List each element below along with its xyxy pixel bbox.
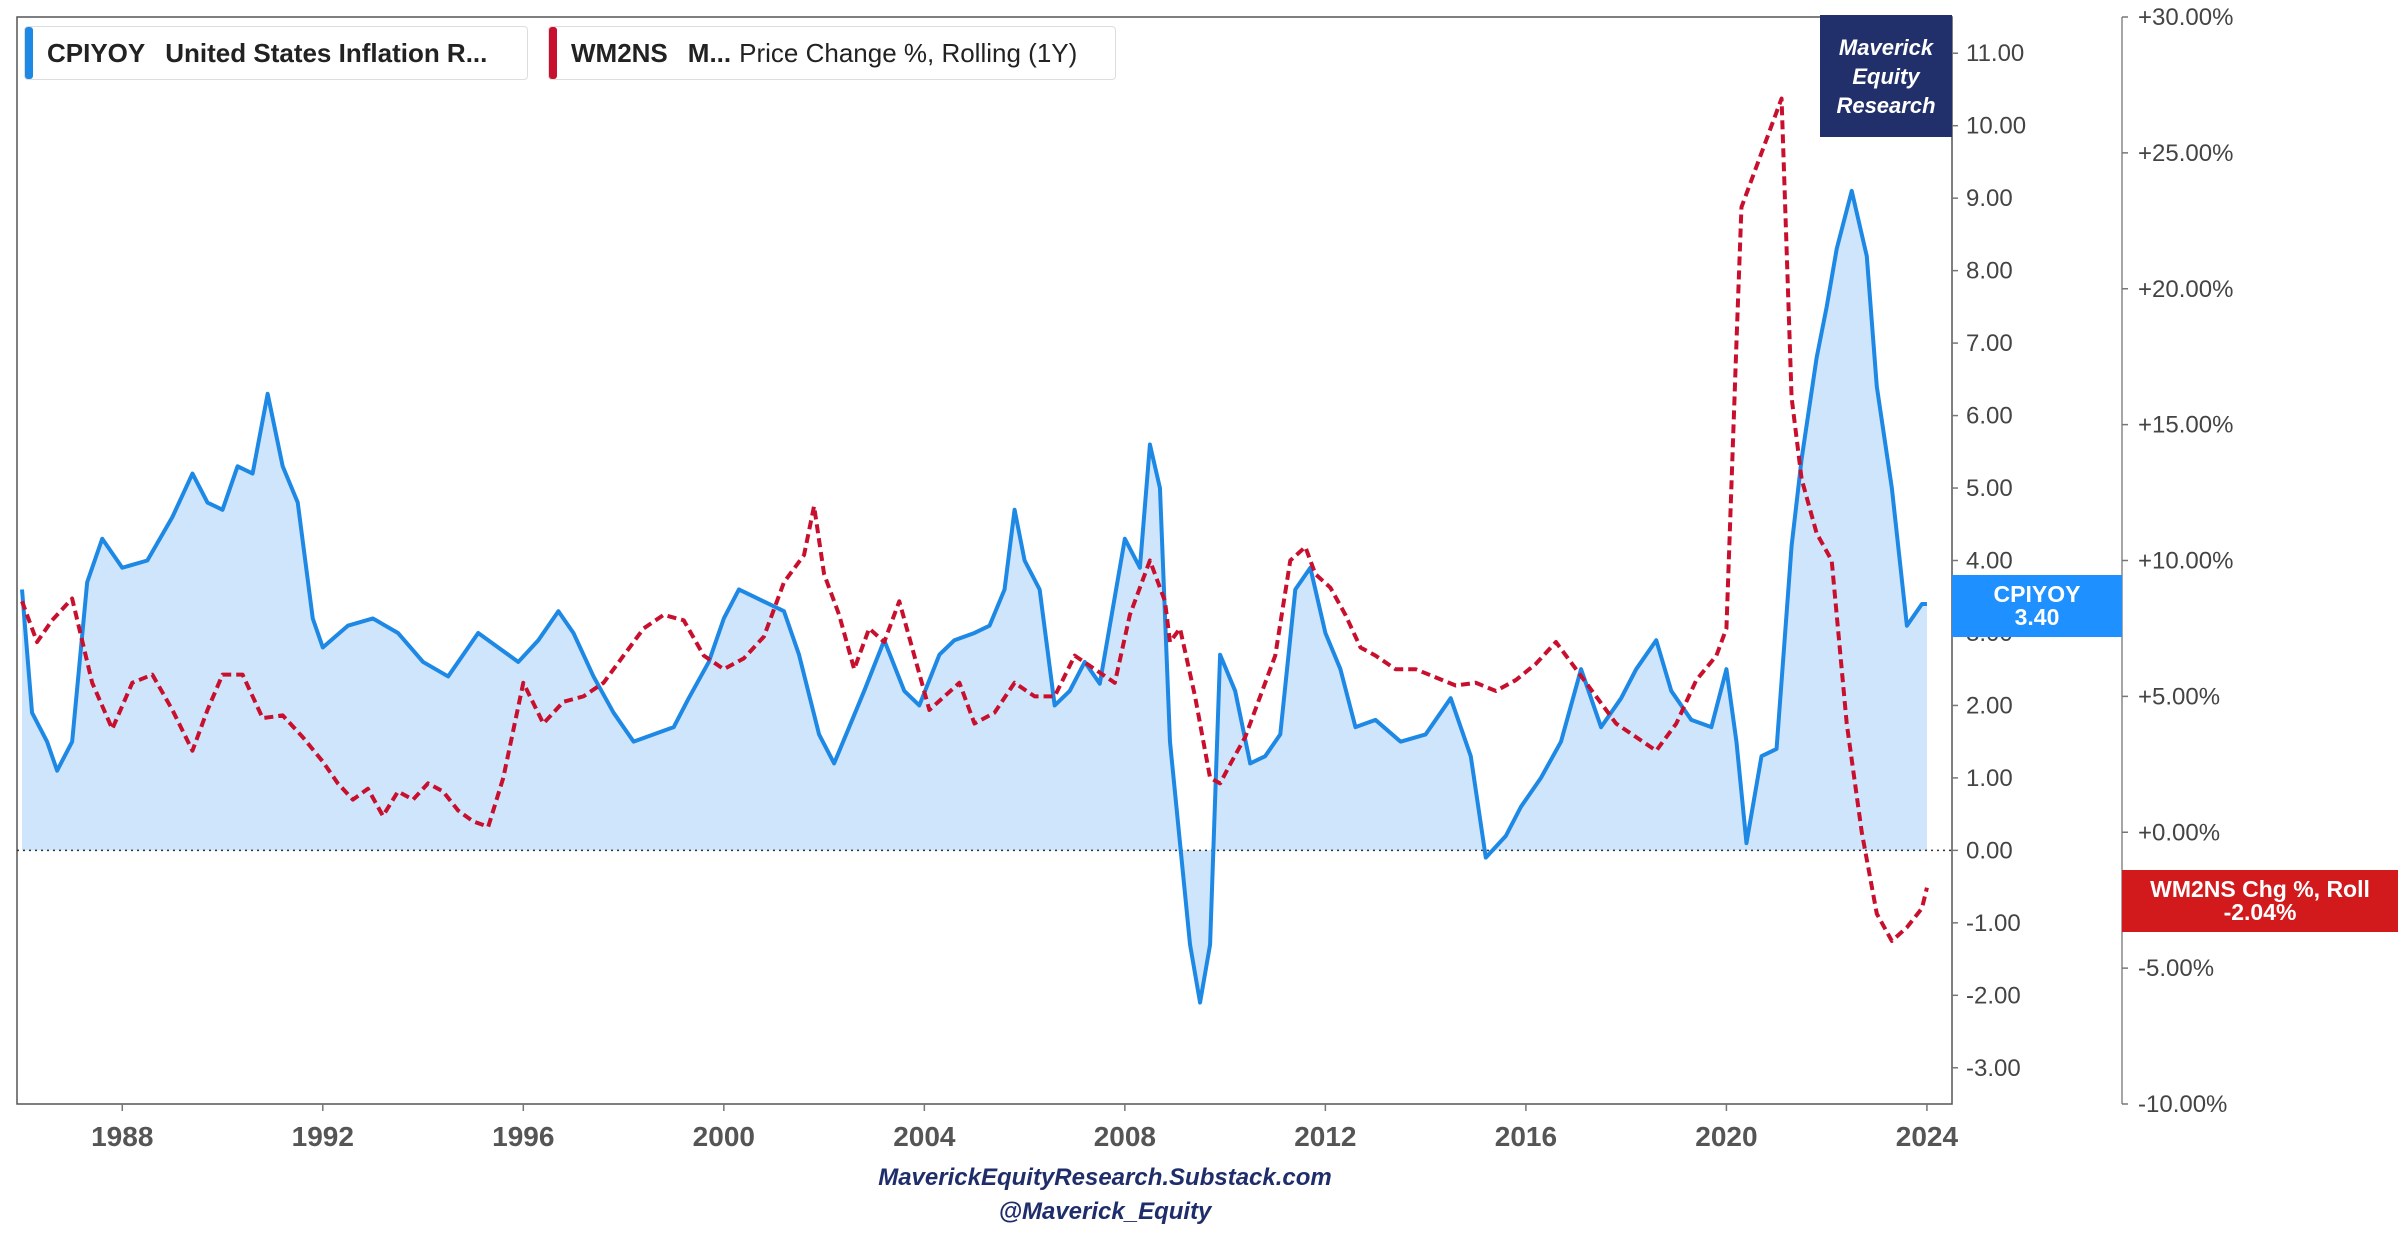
legend-color-bar: [25, 27, 33, 79]
legend-description: Price Change %, Rolling (1Y): [739, 37, 1078, 68]
legend-item-cpiyoy[interactable]: CPIYOY United States Inflation R...: [24, 26, 528, 80]
y-right-tick-label: +15.00%: [2138, 412, 2233, 439]
tag-value: -2.04%: [2223, 899, 2297, 925]
last-value-tag-cpiyoy: CPIYOY 3.40: [1952, 575, 2122, 637]
legend-color-bar: [549, 27, 557, 79]
last-value-tag-wm2ns: WM2NS Chg %, Roll -2.04%: [2122, 870, 2398, 932]
x-tick-label: 1996: [492, 1121, 554, 1152]
y-left-tick-label: -3.00: [1966, 1055, 2021, 1082]
y-left-tick-label: 9.00: [1966, 185, 2013, 212]
y-left-tick-label: 0.00: [1966, 837, 2013, 864]
footer-url[interactable]: MaverickEquityResearch.Substack.com: [878, 1164, 1332, 1191]
x-tick-label: 1988: [91, 1121, 153, 1152]
y-right-tick-label: +5.00%: [2138, 683, 2220, 710]
legend-ticker: WM2NS: [571, 37, 668, 68]
brand-line: Maverick: [1838, 34, 1934, 60]
y-left-tick-label: 11.00: [1966, 40, 2024, 67]
y-right-tick-label: +30.00%: [2138, 4, 2233, 31]
x-tick-label: 2020: [1695, 1121, 1757, 1152]
x-tick-label: 2000: [693, 1121, 755, 1152]
x-tick-label: 2008: [1094, 1121, 1156, 1152]
plot-frame: [16, 16, 1953, 1105]
tag-value: 3.40: [2014, 604, 2060, 630]
footer-handle[interactable]: @Maverick_Equity: [998, 1198, 1212, 1225]
x-tick-label: 2024: [1896, 1121, 1959, 1152]
y-right-tick-label: +20.00%: [2138, 276, 2233, 303]
brand-line: Equity: [1852, 63, 1920, 89]
wm2ns-line: [20, 96, 1929, 943]
brand-logo: Maverick Equity Research: [1820, 15, 1952, 137]
x-tick-label: 2012: [1294, 1121, 1356, 1152]
legend-name: M...: [687, 37, 732, 68]
y-left-tick-label: 2.00: [1966, 692, 2013, 719]
y-right-tick-label: +0.00%: [2138, 819, 2220, 846]
x-tick-label: 2016: [1495, 1121, 1557, 1152]
y-left-tick-label: 4.00: [1966, 548, 2013, 575]
y-left-tick-label: 7.00: [1966, 330, 2013, 357]
y-left-tick-label: -2.00: [1966, 982, 2021, 1009]
y-left-tick-label: 1.00: [1966, 765, 2013, 792]
legend-item-wm2ns[interactable]: WM2NS M... Price Change %, Rolling (1Y): [548, 26, 1116, 80]
y-left-tick-label: -1.00: [1966, 910, 2021, 937]
y-right-tick-label: +10.00%: [2138, 548, 2233, 575]
tag-label: WM2NS Chg %, Roll: [2150, 876, 2370, 902]
y-left-tick-label: 10.00: [1966, 113, 2026, 140]
y-right-tick-label: -5.00%: [2138, 955, 2214, 982]
x-tick-label: 2004: [893, 1121, 956, 1152]
y-right-tick-label: +25.00%: [2138, 140, 2233, 167]
legend-ticker: CPIYOY: [47, 37, 146, 68]
brand-line: Research: [1836, 92, 1936, 118]
y-left-tick-label: 8.00: [1966, 258, 2013, 285]
y-left-tick-label: 5.00: [1966, 475, 2013, 502]
x-tick-label: 1992: [292, 1121, 354, 1152]
y-left-tick-label: 6.00: [1966, 403, 2013, 430]
y-right-tick-label: -10.00%: [2138, 1091, 2227, 1118]
legend-name: United States Inflation R...: [165, 37, 488, 68]
cpiyoy-line: [20, 188, 1927, 1005]
tag-label: CPIYOY: [1993, 581, 2081, 607]
